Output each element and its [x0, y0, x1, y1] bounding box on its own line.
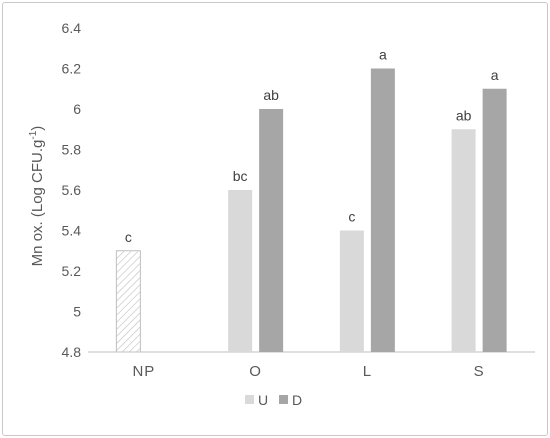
x-tick-label: NP: [132, 363, 155, 380]
x-tick-label: S: [474, 363, 485, 380]
bar-labels: c bc ab c a ab a: [125, 47, 499, 245]
bar-u-s: [451, 129, 476, 352]
bar-data-label: c: [348, 209, 355, 225]
y-tick-label: 5.8: [62, 142, 82, 158]
bar-data-label: bc: [233, 168, 248, 184]
bar-d-o: [259, 109, 284, 352]
y-tick-label: 5.6: [62, 182, 82, 198]
y-tick-label: 6: [73, 101, 81, 117]
y-tick-label: 4.8: [62, 344, 82, 360]
x-tick-label: O: [249, 363, 262, 380]
y-tick-label: 6.4: [62, 20, 82, 36]
legend-label: D: [292, 392, 302, 408]
bar-d-l: [370, 68, 395, 352]
y-tick-label: 6.2: [62, 61, 82, 77]
legend-label: U: [258, 392, 268, 408]
bar-d-s: [482, 88, 507, 352]
bar-data-label: a: [379, 47, 387, 63]
legend-swatch: [245, 395, 254, 404]
bar-data-label: ab: [456, 107, 472, 123]
bar-u-l: [339, 230, 364, 352]
legend-swatch: [279, 395, 288, 404]
bar-u-o: [228, 190, 253, 352]
bar-data-label: ab: [263, 87, 279, 103]
bars: [115, 68, 507, 353]
y-tick-label: 5.4: [62, 223, 82, 239]
y-axis-label: Mn ox. (Log CFU.g-1): [28, 126, 46, 267]
y-axis-ticks: 4.8 5 5.2 5.4 5.6 5.8 6 6.2 6.4: [62, 20, 82, 360]
bar-data-label: a: [491, 67, 499, 83]
y-tick-label: 5.2: [62, 263, 82, 279]
x-axis-categories: NP O L S: [132, 363, 485, 380]
x-tick-label: L: [363, 363, 372, 380]
y-tick-label: 5: [73, 304, 81, 320]
bar-u-np: [115, 250, 141, 353]
bar-data-label: c: [125, 229, 132, 245]
